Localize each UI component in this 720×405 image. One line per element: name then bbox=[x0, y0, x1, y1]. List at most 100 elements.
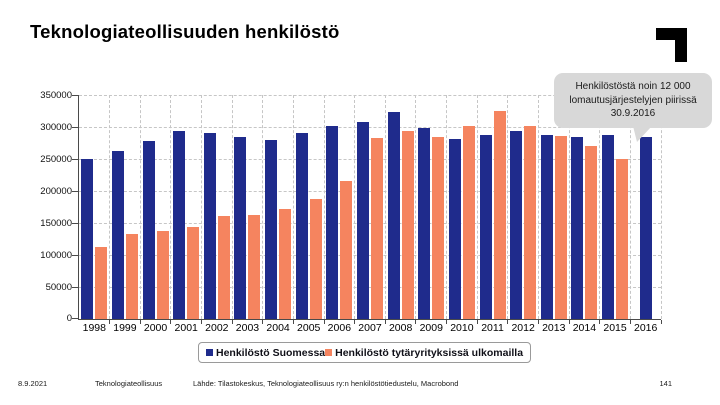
bar-suomessa-2008 bbox=[387, 112, 400, 319]
legend-swatch-ulkomailla bbox=[325, 349, 333, 356]
footer-date: 8.9.2021 bbox=[18, 379, 48, 388]
x-axis-tick bbox=[109, 320, 111, 324]
bar-suomessa-2007 bbox=[356, 122, 369, 319]
gridline-horizontal bbox=[79, 191, 661, 192]
annotation-callout: Henkilöstöstä noin 12 000 lomautusjärjes… bbox=[554, 73, 712, 128]
footer-organization: Teknologiateollisuus bbox=[95, 379, 163, 388]
x-axis-label: 2005 bbox=[297, 322, 321, 334]
bar-group-1998 bbox=[79, 95, 110, 319]
bar-group-2002 bbox=[202, 95, 233, 319]
bar-ulkomailla-2001 bbox=[187, 227, 200, 319]
logo-vertical-bar bbox=[675, 28, 687, 62]
x-axis-label: 2015 bbox=[603, 322, 627, 334]
page-title: Teknologiateollisuuden henkilöstö bbox=[30, 21, 340, 42]
legend-label-ulkomailla: Henkilöstö tytäryrityksissä ulkomailla bbox=[335, 346, 524, 359]
bar-ulkomailla-2002 bbox=[217, 216, 230, 319]
bar-suomessa-1998 bbox=[81, 159, 94, 319]
y-axis: 0 50000 100000 150000 200000 250000 300000 3500… bbox=[14, 90, 72, 324]
bar-ulkomailla-2005 bbox=[309, 199, 322, 319]
bar-group-2008 bbox=[385, 95, 416, 319]
bar-group-2000 bbox=[140, 95, 171, 319]
footer-page-number: 141 bbox=[659, 379, 672, 388]
x-axis-label: 2002 bbox=[205, 322, 229, 334]
x-axis-tick bbox=[201, 320, 203, 324]
x-axis-label: 2016 bbox=[633, 322, 658, 334]
gridline-vertical bbox=[170, 95, 172, 319]
x-axis-tick bbox=[170, 320, 172, 324]
y-axis-label: 200000 bbox=[40, 186, 72, 197]
legend-item-suomessa: Henkilöstö Suomessa bbox=[206, 347, 325, 359]
bar-suomessa-2000 bbox=[142, 141, 155, 319]
x-axis-tick bbox=[537, 320, 539, 324]
bar-ulkomailla-2009 bbox=[432, 137, 445, 319]
x-axis-tick bbox=[262, 320, 264, 324]
x-axis-tick bbox=[384, 320, 386, 324]
bar-ulkomailla-2014 bbox=[585, 146, 598, 319]
y-axis-tick bbox=[72, 255, 78, 256]
annotation-callout-tail bbox=[633, 126, 652, 142]
bar-group-2011 bbox=[477, 95, 508, 319]
x-axis-label: 2000 bbox=[143, 322, 168, 334]
y-axis-label: 150000 bbox=[40, 218, 72, 229]
bar-ulkomailla-2011 bbox=[493, 111, 506, 319]
bar-ulkomailla-2004 bbox=[279, 209, 292, 319]
y-axis-label: 300000 bbox=[40, 122, 72, 133]
bar-group-2013 bbox=[538, 95, 569, 319]
x-axis-tick bbox=[139, 320, 141, 324]
y-axis-label: 100000 bbox=[40, 250, 72, 261]
gridline-vertical bbox=[660, 95, 662, 319]
bar-suomessa-2012 bbox=[510, 131, 523, 319]
x-axis-label: 2004 bbox=[266, 322, 290, 334]
y-axis-label: 0 bbox=[66, 313, 72, 324]
gridline-vertical bbox=[354, 95, 356, 319]
bar-suomessa-2014 bbox=[571, 137, 584, 319]
bar-group-2012 bbox=[508, 95, 539, 319]
plot-area: 1998 1999 2000 2001 2002 2003 2004 2005 2006 2007… bbox=[72, 95, 662, 334]
gridline-vertical bbox=[384, 95, 386, 319]
bar-group-2016 bbox=[630, 95, 661, 319]
x-axis-label: 2012 bbox=[511, 322, 535, 334]
bar-ulkomailla-2013 bbox=[554, 136, 567, 319]
gridline-vertical bbox=[476, 95, 478, 319]
bar-ulkomailla-2015 bbox=[616, 159, 629, 319]
y-axis-tick bbox=[72, 223, 78, 224]
bar-suomessa-2004 bbox=[265, 140, 278, 319]
x-axis-label: 2011 bbox=[481, 322, 504, 334]
y-axis-tick bbox=[72, 287, 78, 288]
bar-ulkomailla-2007 bbox=[370, 138, 383, 319]
bar-ulkomailla-2003 bbox=[248, 215, 261, 319]
bar-group-2003 bbox=[232, 95, 263, 319]
gridline-vertical bbox=[109, 95, 111, 319]
bar-suomessa-2006 bbox=[326, 126, 339, 319]
bar-group-2009 bbox=[416, 95, 447, 319]
legend-item-ulkomailla: Henkilöstö tytäryrityksissä ulkomailla bbox=[325, 347, 523, 359]
bar-ulkomailla-2012 bbox=[524, 126, 537, 319]
bar-group-2004 bbox=[263, 95, 294, 319]
y-axis-tick bbox=[72, 191, 78, 192]
gridline-vertical bbox=[568, 95, 570, 319]
bar-ulkomailla-2010 bbox=[462, 126, 475, 319]
gridline-vertical bbox=[231, 95, 233, 319]
bar-suomessa-2003 bbox=[234, 137, 247, 319]
bar-suomessa-2010 bbox=[448, 139, 461, 319]
gridline-vertical bbox=[629, 95, 631, 319]
bar-ulkomailla-2008 bbox=[401, 131, 414, 319]
y-axis-label: 350000 bbox=[40, 90, 72, 101]
legend-label-suomessa: Henkilöstö Suomessa bbox=[216, 346, 326, 359]
bar-ulkomailla-1999 bbox=[125, 234, 138, 319]
x-axis-label: 2008 bbox=[388, 322, 413, 334]
y-axis-tick bbox=[72, 127, 78, 128]
gridline-horizontal bbox=[79, 255, 661, 256]
gridline-horizontal bbox=[79, 159, 661, 160]
x-axis-label: 2009 bbox=[419, 322, 443, 334]
x-axis-label: 2006 bbox=[327, 322, 352, 334]
x-axis-tick bbox=[292, 320, 294, 324]
x-axis-tick bbox=[660, 320, 662, 324]
x-axis-label: 2003 bbox=[235, 322, 260, 334]
gridline-vertical bbox=[446, 95, 448, 319]
x-axis-label: 1998 bbox=[82, 322, 106, 334]
x-axis-label: 2014 bbox=[572, 322, 597, 334]
x-axis-tick bbox=[323, 320, 325, 324]
bar-group-2014 bbox=[569, 95, 600, 319]
y-axis-label: 250000 bbox=[40, 154, 72, 165]
